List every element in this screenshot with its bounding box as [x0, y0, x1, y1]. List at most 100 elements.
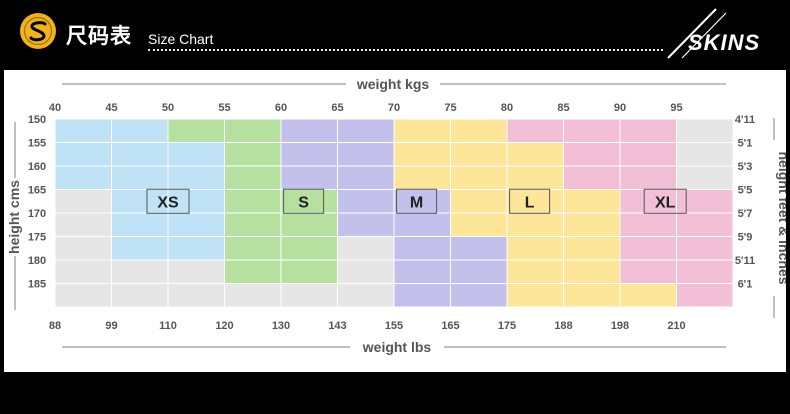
height-ft-tick: 5'3	[738, 161, 753, 173]
size-cell-l	[563, 236, 621, 261]
size-cell-l	[563, 213, 621, 237]
weight-lb-tick: 110	[159, 320, 177, 332]
size-cell-m	[450, 283, 508, 308]
size-cell-l	[394, 142, 451, 167]
size-cell-l	[507, 260, 564, 284]
size-cell-xl	[620, 236, 677, 261]
weight-kgs-axis-label: weight kgs	[356, 76, 430, 92]
size-cell-xs	[111, 142, 169, 167]
size-cell-l	[507, 283, 564, 308]
size-cell-m	[337, 142, 395, 167]
size-cell-l	[507, 236, 564, 261]
height-ft-tick: 5'5	[738, 185, 753, 197]
size-cell-m	[281, 142, 338, 167]
size-label-xl: XL	[655, 194, 676, 211]
size-cell-m	[337, 166, 395, 190]
brand-wordmark: SKINS	[688, 30, 760, 55]
weight-lbs-axis-label: weight lbs	[362, 339, 432, 355]
weight-lb-tick: 165	[441, 320, 459, 332]
height-feet-inches-axis-label: height feet & inches	[776, 151, 786, 284]
size-cell-l	[507, 213, 564, 237]
size-cell-s	[281, 189, 338, 214]
size-cell-l	[563, 260, 621, 284]
size-cell-xs	[55, 142, 112, 167]
weight-lb-tick: 130	[272, 320, 290, 332]
size-label-xs: XS	[157, 194, 179, 211]
size-cell-s	[281, 213, 338, 237]
height-cm-tick: 185	[28, 279, 46, 291]
size-cell-s	[224, 189, 282, 214]
weight-lb-tick: 99	[105, 320, 117, 332]
size-cell-m	[337, 119, 395, 143]
size-cell-xs	[168, 142, 225, 167]
weight-lb-tick: 198	[611, 320, 629, 332]
weight-lb-tick: 120	[215, 320, 233, 332]
size-cell-l	[450, 189, 508, 214]
size-label-m: M	[410, 194, 423, 211]
weight-lb-tick: 143	[328, 320, 346, 332]
size-cell-m	[337, 213, 395, 237]
weight-kg-tick: 85	[557, 102, 569, 114]
size-cell-xs	[168, 166, 225, 190]
size-cell-s	[168, 119, 225, 143]
size-cell-l	[450, 213, 508, 237]
size-cell-l	[450, 119, 508, 143]
size-cell-m	[450, 260, 508, 284]
size-cell-xl	[563, 166, 621, 190]
size-label-s: S	[298, 194, 309, 211]
size-label-box-m	[396, 188, 438, 214]
size-cell-m	[281, 166, 338, 190]
size-cell-s	[281, 236, 338, 261]
size-cell-xl	[620, 213, 677, 237]
size-cell-s	[224, 236, 282, 261]
size-cell-xs	[55, 166, 112, 190]
size-cell-xl	[620, 142, 677, 167]
size-cell-xl	[676, 283, 734, 308]
size-cell-xs	[168, 236, 225, 261]
size-label-box-xl	[643, 188, 687, 214]
height-cm-tick: 180	[28, 255, 46, 267]
size-cell-m	[394, 189, 451, 214]
size-cell-xs	[111, 189, 169, 214]
size-cell-xl	[676, 189, 734, 214]
dotted-divider	[148, 49, 663, 51]
weight-lb-tick: 210	[667, 320, 685, 332]
size-chart-panel: XS S M L XL weight kgs weight lbs 40 45 50 55 60 65 7…	[4, 70, 786, 372]
size-cell-xl	[563, 142, 621, 167]
height-ft-tick: 5'9	[738, 232, 753, 244]
height-ft-tick: 5'7	[738, 208, 753, 220]
size-cell-m	[394, 260, 451, 284]
size-chart-title-cn: 尺码表	[66, 24, 132, 48]
weight-kg-tick: 60	[275, 102, 287, 114]
size-cell-s	[224, 260, 282, 284]
weight-kg-tick: 65	[331, 102, 343, 114]
height-cm-tick: 155	[28, 138, 46, 150]
weight-kg-tick: 50	[162, 102, 174, 114]
weight-kg-tick: 75	[444, 102, 456, 114]
weight-kg-tick: 45	[105, 102, 117, 114]
weight-lb-tick: 88	[49, 320, 61, 332]
size-cell-m	[281, 119, 338, 143]
size-cell-l	[563, 189, 621, 214]
size-cell-m	[450, 236, 508, 261]
height-cm-tick: 170	[28, 208, 46, 220]
height-cm-tick: 160	[28, 161, 46, 173]
weight-kg-tick: 90	[614, 102, 626, 114]
height-ft-tick: 5'1	[738, 138, 753, 150]
size-cell-xs	[111, 236, 169, 261]
size-cell-xl	[676, 260, 734, 284]
size-cell-xs	[111, 166, 169, 190]
size-cell-xs	[168, 189, 225, 214]
weight-kg-tick: 95	[670, 102, 682, 114]
size-label-l: L	[525, 194, 535, 211]
size-cell-xl	[620, 119, 677, 143]
height-cm-tick: 175	[28, 232, 46, 244]
size-label-box-l	[509, 188, 551, 214]
size-cell-s	[224, 166, 282, 190]
size-cell-xl	[563, 119, 621, 143]
size-label-box-xs	[146, 188, 190, 214]
height-cm-tick: 165	[28, 185, 46, 197]
size-cell-xl	[620, 189, 677, 214]
size-cell-xl	[676, 213, 734, 237]
size-cell-l	[450, 142, 508, 167]
